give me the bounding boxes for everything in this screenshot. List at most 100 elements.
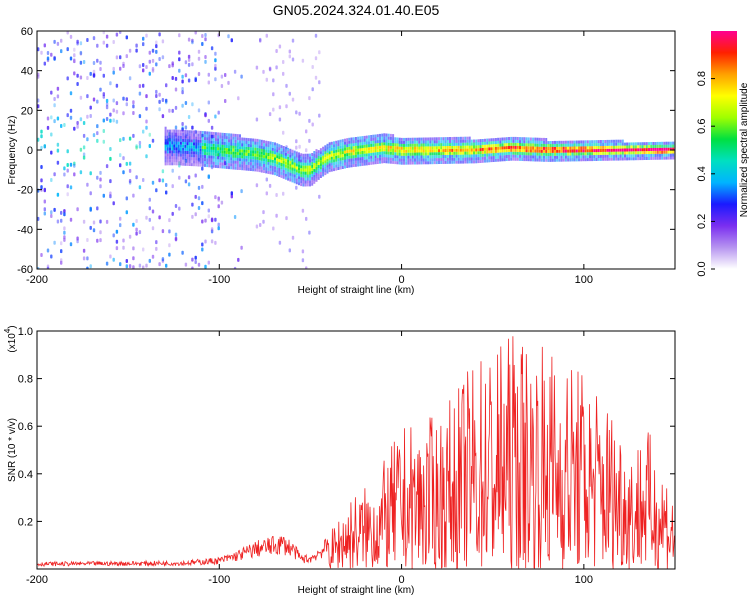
- heatmap-cell: [50, 150, 53, 155]
- heatmap-cell: [243, 143, 246, 147]
- heatmap-cell: [521, 158, 524, 161]
- heatmap-cell: [66, 184, 69, 189]
- heatmap-cell: [337, 140, 340, 144]
- heatmap-cell: [265, 164, 268, 168]
- heatmap-cell: [241, 164, 244, 168]
- heatmap-cell: [182, 144, 185, 148]
- heatmap-cell: [376, 149, 379, 153]
- heatmap-cell: [512, 157, 515, 161]
- heatmap-cell: [302, 183, 305, 187]
- heatmap-cell: [669, 153, 672, 157]
- heatmap-cell: [60, 210, 63, 215]
- heatmap-cell: [195, 130, 198, 134]
- heatmap-cell: [444, 140, 447, 144]
- heatmap-cell: [175, 132, 178, 136]
- heatmap-cell: [569, 149, 572, 153]
- heatmap-cell: [322, 158, 325, 162]
- heatmap-cell: [214, 153, 217, 156]
- heatmap-cell: [363, 141, 366, 145]
- heatmap-cell: [207, 118, 210, 123]
- heatmap-cell: [188, 157, 191, 161]
- heatmap-cell: [621, 151, 624, 155]
- heatmap-cell: [301, 58, 305, 63]
- heatmap-cell: [178, 175, 181, 180]
- heatmap-cell: [66, 163, 69, 167]
- heatmap-cell: [405, 161, 408, 165]
- colorbar-ticks: 0.00.20.40.60.8: [696, 71, 715, 277]
- heatmap-cell: [241, 167, 244, 171]
- heatmap-cell: [630, 151, 633, 155]
- heatmap-cell: [396, 140, 399, 144]
- heatmap-cell: [179, 135, 182, 139]
- heatmap-cell: [284, 164, 287, 168]
- heatmap-cell: [427, 146, 430, 150]
- heatmap-cell: [278, 165, 281, 169]
- heatmap-cell: [239, 149, 241, 153]
- heatmap-cell: [135, 227, 138, 232]
- heatmap-cell: [249, 162, 252, 166]
- heatmap-cell: [435, 143, 438, 147]
- heatmap-cell: [212, 149, 215, 153]
- heatmap-cell: [595, 146, 598, 150]
- heatmap-cell: [407, 158, 410, 162]
- heatmap-cell: [615, 139, 618, 143]
- heatmap-cell: [138, 185, 142, 190]
- heatmap-cell: [648, 145, 650, 149]
- heatmap-cell: [488, 144, 491, 148]
- heatmap-cell: [337, 149, 340, 153]
- heatmap-cell: [260, 142, 263, 146]
- heatmap-cell: [168, 229, 171, 234]
- heatmap-cell: [385, 160, 388, 164]
- heatmap-cell: [578, 140, 580, 144]
- heatmap-cell: [586, 155, 589, 159]
- heatmap-cell: [328, 166, 331, 170]
- heatmap-cell: [210, 217, 214, 222]
- heatmap-cell: [324, 163, 327, 167]
- heatmap-cell: [435, 137, 438, 141]
- heatmap-cell: [606, 151, 609, 155]
- snr-x-axis-label: Height of straight line (km): [298, 585, 415, 596]
- heatmap-cell: [444, 137, 447, 141]
- heatmap-cell: [135, 175, 138, 180]
- heatmap-cell: [271, 147, 274, 151]
- heatmap-cell: [639, 148, 642, 152]
- heatmap-cell: [352, 146, 355, 150]
- heatmap-cell: [102, 92, 105, 97]
- heatmap-cell: [305, 148, 308, 153]
- heatmap-cell: [667, 141, 670, 145]
- heatmap-cell: [420, 158, 423, 162]
- heatmap-cell: [318, 50, 321, 55]
- heatmap-cell: [468, 142, 471, 146]
- heatmap-cell: [634, 151, 637, 155]
- heatmap-cell: [514, 157, 517, 161]
- heatmap-cell: [206, 164, 209, 168]
- heatmap-cell: [330, 153, 333, 157]
- heatmap-cell: [359, 154, 362, 158]
- heatmap-cell: [451, 151, 454, 155]
- heatmap-cell: [597, 157, 600, 161]
- heatmap-cell: [221, 138, 224, 142]
- heatmap-cell: [40, 178, 43, 183]
- heatmap-cell: [610, 142, 613, 146]
- heatmap-cell: [313, 174, 316, 178]
- heatmap-cell: [374, 161, 377, 165]
- heatmap-cell: [365, 162, 368, 166]
- heatmap-cell: [326, 164, 329, 168]
- heatmap-cell: [578, 155, 580, 159]
- heatmap-cell: [361, 157, 364, 160]
- heatmap-cell: [672, 144, 675, 148]
- heatmap-cell: [221, 165, 224, 169]
- heatmap-cell: [344, 138, 346, 142]
- heatmap-cell: [164, 162, 167, 166]
- heatmap-cell: [508, 151, 510, 155]
- heatmap-cell: [547, 150, 550, 153]
- heatmap-cell: [234, 166, 237, 170]
- heatmap-cell: [63, 166, 66, 171]
- heatmap-cell: [315, 175, 318, 179]
- heatmap-cell: [383, 148, 386, 152]
- heatmap-cell: [503, 149, 506, 153]
- heatmap-cell: [451, 137, 454, 140]
- heatmap-cell: [534, 146, 537, 150]
- heatmap-cell: [214, 156, 217, 159]
- heatmap-cell: [477, 157, 480, 161]
